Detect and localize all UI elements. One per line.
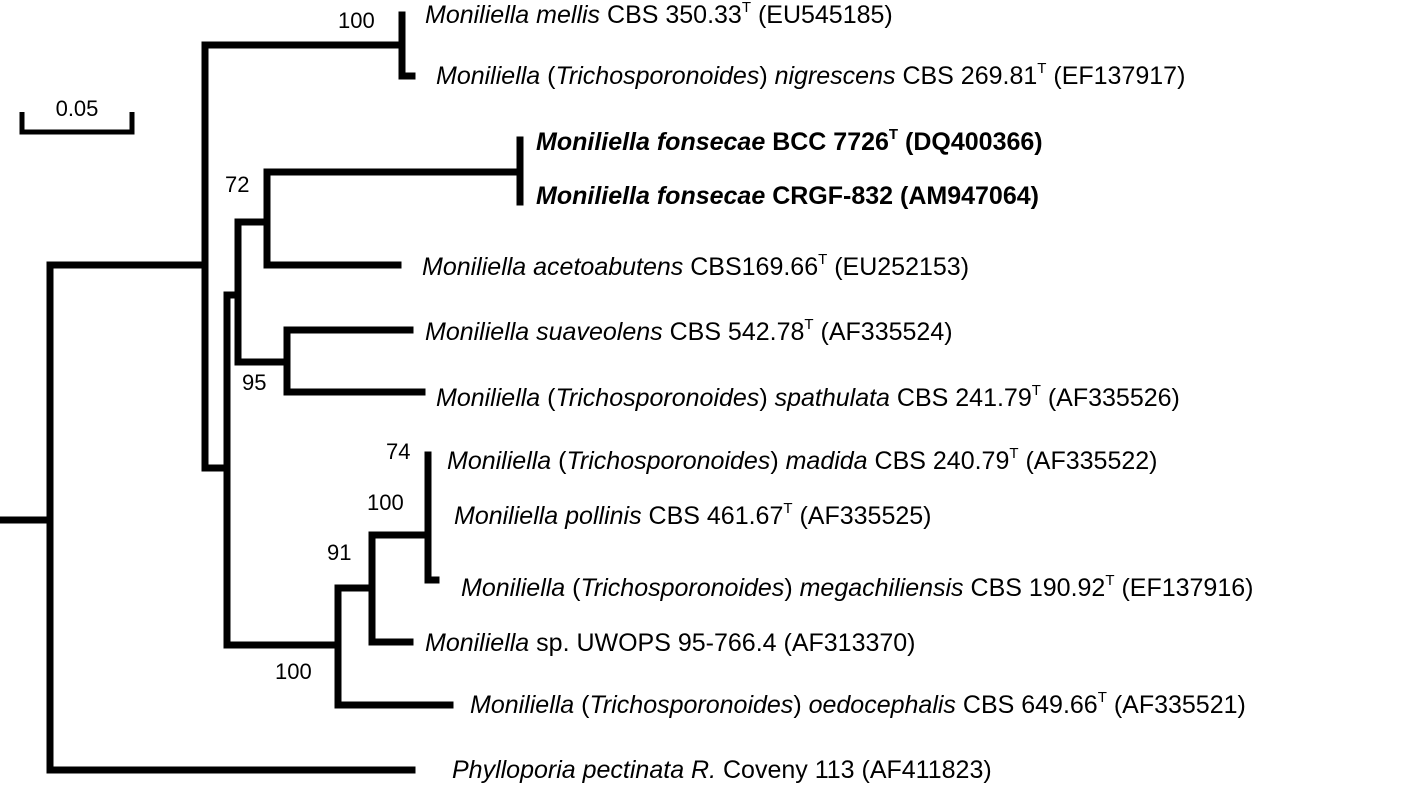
- taxon-label-part: (AF335522): [1019, 447, 1158, 475]
- taxon-label-part: Trichosporonoides: [567, 447, 771, 475]
- taxon-label-part: (: [551, 447, 567, 475]
- taxon-label-part: Trichosporonoides: [590, 691, 794, 719]
- taxon-label: Moniliella (Trichosporonoides) spathulat…: [436, 382, 1180, 412]
- scale-bar: 0.05: [19, 96, 135, 135]
- taxon-label-part: Phylloporia pectinata R.: [452, 756, 716, 784]
- taxon-label-part: CBS 649.66: [956, 691, 1098, 719]
- support-value: 95: [242, 370, 266, 395]
- taxon-label-part: Moniliella suaveolens: [425, 318, 663, 346]
- support-value: 100: [338, 8, 375, 33]
- taxon-label: Moniliella (Trichosporonoides) oedocepha…: [470, 689, 1246, 719]
- taxon-label-part: (AF335526): [1041, 384, 1180, 412]
- type-strain-superscript: T: [1037, 60, 1046, 77]
- taxon-label: Moniliella fonsecae BCC 7726T (DQ400366): [536, 126, 1043, 156]
- taxon-label: Moniliella (Trichosporonoides) madida CB…: [447, 445, 1158, 475]
- taxon-label-part: spathulata: [775, 384, 890, 412]
- type-strain-superscript: T: [818, 251, 827, 268]
- taxon-label-part: ): [759, 62, 774, 90]
- taxon-label: Moniliella fonsecae CRGF-832 (AM947064): [536, 182, 1039, 210]
- type-strain-superscript: T: [742, 0, 751, 16]
- taxon-label-part: Moniliella: [447, 447, 551, 475]
- taxon-label-part: Moniliella pollinis: [454, 502, 642, 530]
- taxon-label: Phylloporia pectinata R. Coveny 113 (AF4…: [452, 756, 992, 784]
- taxon-label-part: CBS 240.79: [868, 447, 1010, 475]
- taxon-label: Moniliella sp. UWOPS 95-766.4 (AF313370): [425, 629, 916, 657]
- taxon-label: Moniliella pollinis CBS 461.67T (AF33552…: [454, 500, 932, 530]
- support-values: 100 72 95 74 100 91 100: [225, 8, 410, 684]
- taxon-label-part: oedocephalis: [809, 691, 956, 719]
- taxon-label-part: (: [540, 384, 556, 412]
- taxon-label-part: CBS 241.79: [890, 384, 1032, 412]
- taxon-label-part: Moniliella: [436, 62, 540, 90]
- taxon-label-part: madida: [786, 447, 868, 475]
- taxon-label-part: Moniliella mellis: [425, 1, 600, 29]
- taxon-labels: Moniliella mellis CBS 350.33T (EU545185)…: [422, 0, 1253, 784]
- taxon-label: Moniliella (Trichosporonoides) nigrescen…: [436, 60, 1185, 90]
- type-strain-superscript: T: [783, 500, 792, 517]
- taxon-label-part: (: [540, 62, 556, 90]
- support-value: 100: [367, 490, 404, 515]
- taxon-label-part: Moniliella: [470, 691, 574, 719]
- taxon-label-part: ): [784, 574, 799, 602]
- taxon-label-part: (EF137916): [1115, 574, 1254, 602]
- support-value: 72: [225, 172, 249, 197]
- taxon-label-part: Moniliella fonsecae: [536, 182, 765, 210]
- type-strain-superscript: T: [1098, 689, 1107, 706]
- taxon-label-part: Trichosporonoides: [556, 384, 760, 412]
- taxon-label-part: megachiliensis: [800, 574, 964, 602]
- taxon-label-part: ): [770, 447, 785, 475]
- taxon-label-part: (AF335521): [1107, 691, 1246, 719]
- type-strain-superscript: T: [1009, 445, 1018, 462]
- taxon-label-part: (EF137917): [1046, 62, 1185, 90]
- taxon-label-part: BCC 7726: [765, 128, 889, 156]
- taxon-label-part: ): [759, 384, 774, 412]
- type-strain-superscript: T: [804, 316, 813, 333]
- tree-branches: [0, 11, 524, 774]
- taxon-label: Moniliella suaveolens CBS 542.78T (AF335…: [425, 316, 953, 346]
- taxon-label-part: CBS 461.67: [642, 502, 784, 530]
- type-strain-superscript: T: [1105, 572, 1114, 589]
- taxon-label-part: Moniliella: [436, 384, 540, 412]
- taxon-label-part: sp. UWOPS 95-766.4 (AF313370): [529, 629, 915, 657]
- scale-bar-line: [19, 112, 135, 135]
- taxon-label-part: CBS169.66: [683, 253, 818, 281]
- taxon-label-part: Moniliella: [425, 629, 529, 657]
- taxon-label-part: (EU545185): [751, 1, 893, 29]
- taxon-label-part: Coveny 113 (AF411823): [716, 756, 992, 784]
- taxon-label-part: Moniliella: [461, 574, 565, 602]
- taxon-label-part: Moniliella acetoabutens: [422, 253, 683, 281]
- type-strain-superscript: T: [889, 126, 898, 143]
- taxon-label-part: ): [793, 691, 808, 719]
- type-strain-superscript: T: [1032, 382, 1041, 399]
- support-value: 74: [386, 439, 410, 464]
- taxon-label-part: CBS 350.33: [600, 1, 742, 29]
- taxon-label: Moniliella mellis CBS 350.33T (EU545185): [425, 0, 893, 29]
- taxon-label: Moniliella (Trichosporonoides) megachili…: [461, 572, 1253, 602]
- taxon-label: Moniliella acetoabutens CBS169.66T (EU25…: [422, 251, 969, 281]
- support-value: 91: [327, 540, 351, 565]
- taxon-label-part: (DQ400366): [898, 128, 1043, 156]
- taxon-label-part: CBS 269.81: [896, 62, 1038, 90]
- taxon-label-part: (: [565, 574, 581, 602]
- taxon-label-part: (: [574, 691, 590, 719]
- taxon-label-part: CBS 190.92: [964, 574, 1106, 602]
- taxon-label-part: nigrescens: [775, 62, 896, 90]
- taxon-label-part: CBS 542.78: [663, 318, 805, 346]
- taxon-label-part: (AF335525): [793, 502, 932, 530]
- taxon-label-part: CRGF-832 (AM947064): [765, 182, 1039, 210]
- taxon-label-part: Moniliella fonsecae: [536, 128, 765, 156]
- scale-bar-label: 0.05: [56, 96, 99, 121]
- taxon-label-part: (AF335524): [814, 318, 953, 346]
- support-value: 100: [275, 659, 312, 684]
- taxon-label-part: Trichosporonoides: [556, 62, 760, 90]
- taxon-label-part: (EU252153): [827, 253, 969, 281]
- taxon-label-part: Trichosporonoides: [581, 574, 785, 602]
